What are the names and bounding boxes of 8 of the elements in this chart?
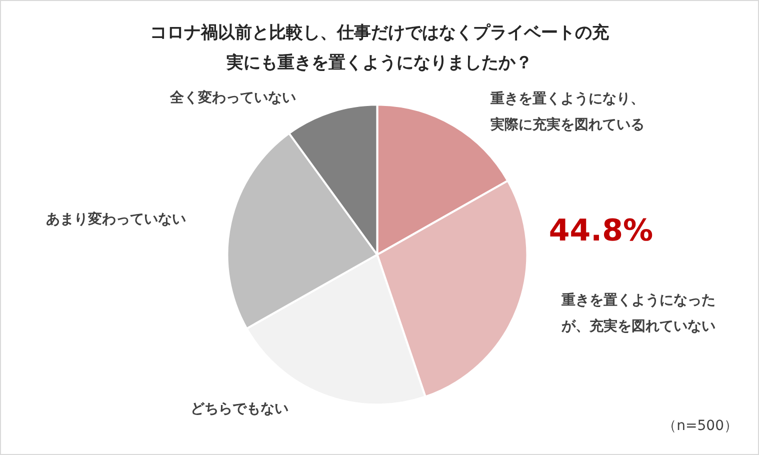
text: （n=500）	[662, 418, 738, 434]
slice-label: どちらでもない	[190, 400, 288, 417]
slice-label: あまり変わっていない	[46, 210, 186, 228]
text: 44.8%	[548, 214, 653, 248]
slice-label: 全く変わっていない	[169, 88, 296, 106]
slice-label: 重きを置くようになったが、充実を図れていない	[560, 292, 716, 334]
slice-label: 重きを置くようになり、実際に充実を図れている	[489, 91, 644, 134]
chart-title: コロナ禍以前と比較し、仕事だけではなくプライベートの充実にも重きを置くようになりましたか？	[150, 23, 610, 73]
